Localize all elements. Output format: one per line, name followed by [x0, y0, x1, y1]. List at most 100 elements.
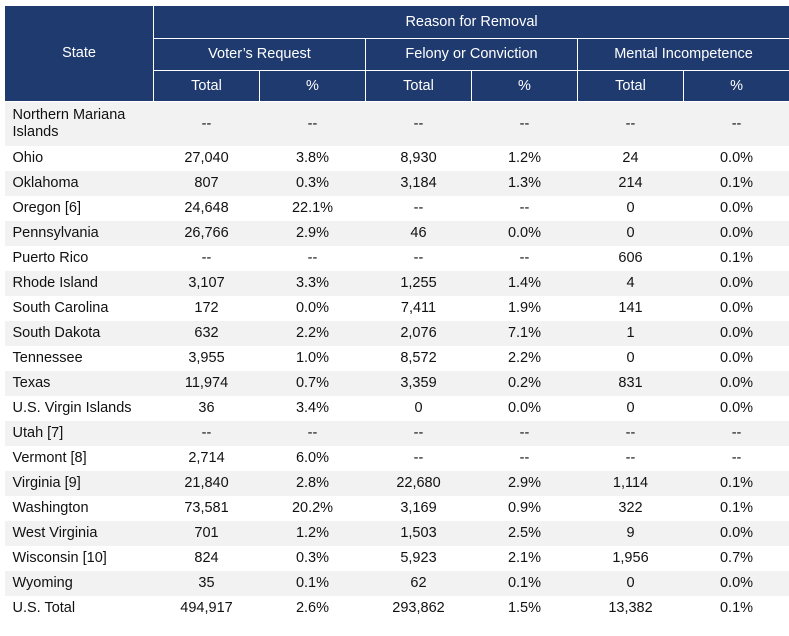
- mental-incompetence-percent-cell: 0.1%: [683, 471, 789, 496]
- mental-incompetence-percent-cell: 0.1%: [683, 596, 789, 621]
- table-row: South Dakota 632 2.2% 2,076 7.1% 1 0.0%: [4, 321, 789, 346]
- mental-incompetence-total-cell: 24: [577, 146, 684, 171]
- felony-percent-cell: 2.1%: [471, 546, 578, 571]
- sub-header-total: Total: [365, 70, 472, 102]
- voters-request-total-cell: 35: [153, 571, 260, 596]
- felony-total-cell: 0: [365, 396, 472, 421]
- voters-request-total-cell: 172: [153, 296, 260, 321]
- state-name-cell: Puerto Rico: [4, 246, 154, 271]
- removal-reasons-table: State Reason for Removal Voter’s Request…: [4, 5, 789, 621]
- mental-incompetence-percent-cell: 0.0%: [683, 371, 789, 396]
- state-name-cell: Ohio: [4, 146, 154, 171]
- mental-incompetence-percent-cell: 0.7%: [683, 546, 789, 571]
- voters-request-percent-cell: 0.3%: [259, 171, 366, 196]
- state-name-cell: Virginia [9]: [4, 471, 154, 496]
- state-name-cell: Northern Mariana Islands: [4, 101, 154, 146]
- mental-incompetence-percent-cell: --: [683, 446, 789, 471]
- state-name-cell: Oklahoma: [4, 171, 154, 196]
- table-row: Oregon [6] 24,648 22.1% -- -- 0 0.0%: [4, 196, 789, 221]
- felony-total-cell: 8,572: [365, 346, 472, 371]
- mental-incompetence-total-cell: 1,956: [577, 546, 684, 571]
- sub-header-percent: %: [259, 70, 366, 102]
- felony-total-cell: 62: [365, 571, 472, 596]
- mental-incompetence-header: Mental Incompetence: [576, 38, 789, 71]
- voters-request-percent-cell: 2.9%: [259, 221, 366, 246]
- felony-total-cell: 1,503: [365, 521, 472, 546]
- voters-request-percent-cell: 1.0%: [259, 346, 366, 371]
- felony-percent-cell: 2.2%: [471, 346, 578, 371]
- mental-incompetence-percent-cell: --: [683, 421, 789, 446]
- voters-request-total-cell: 21,840: [153, 471, 260, 496]
- mental-incompetence-percent-cell: 0.0%: [683, 271, 789, 296]
- felony-percent-cell: 0.2%: [471, 371, 578, 396]
- mental-incompetence-total-cell: --: [577, 101, 684, 146]
- mental-incompetence-percent-cell: 0.0%: [683, 521, 789, 546]
- voters-request-total-cell: 3,955: [153, 346, 260, 371]
- table-row: Texas 11,974 0.7% 3,359 0.2% 831 0.0%: [4, 371, 789, 396]
- removal-table-container: State Reason for Removal Voter’s Request…: [4, 5, 789, 621]
- table-row: Tennessee 3,955 1.0% 8,572 2.2% 0 0.0%: [4, 346, 789, 371]
- state-name-cell: West Virginia: [4, 521, 154, 546]
- felony-percent-cell: 0.9%: [471, 496, 578, 521]
- sub-header-total: Total: [577, 70, 684, 102]
- mental-incompetence-percent-cell: 0.0%: [683, 321, 789, 346]
- mental-incompetence-total-cell: 0: [577, 396, 684, 421]
- felony-percent-cell: 0.0%: [471, 396, 578, 421]
- voters-request-percent-cell: 2.6%: [259, 596, 366, 621]
- voters-request-total-cell: --: [153, 101, 260, 146]
- felony-total-cell: 1,255: [365, 271, 472, 296]
- felony-total-cell: 3,184: [365, 171, 472, 196]
- state-name-cell: Vermont [8]: [4, 446, 154, 471]
- felony-percent-cell: --: [471, 101, 578, 146]
- voters-request-percent-cell: 3.4%: [259, 396, 366, 421]
- state-name-cell: Pennsylvania: [4, 221, 154, 246]
- voters-request-percent-cell: --: [259, 101, 366, 146]
- state-name-cell: Utah [7]: [4, 421, 154, 446]
- sub-header-percent: %: [682, 70, 789, 102]
- sub-header-total: Total: [153, 70, 260, 102]
- voters-request-percent-cell: 0.7%: [259, 371, 366, 396]
- voters-request-percent-cell: 6.0%: [259, 446, 366, 471]
- felony-total-cell: 22,680: [365, 471, 472, 496]
- mental-incompetence-percent-cell: 0.0%: [683, 296, 789, 321]
- felony-percent-cell: --: [471, 196, 578, 221]
- felony-total-cell: 3,169: [365, 496, 472, 521]
- felony-percent-cell: 2.5%: [471, 521, 578, 546]
- felony-total-cell: 3,359: [365, 371, 472, 396]
- voters-request-header: Voter’s Request: [153, 38, 366, 71]
- table-row: South Carolina 172 0.0% 7,411 1.9% 141 0.0%: [4, 296, 789, 321]
- mental-incompetence-total-cell: 0: [577, 571, 684, 596]
- voters-request-percent-cell: 20.2%: [259, 496, 366, 521]
- voters-request-total-cell: 824: [153, 546, 260, 571]
- voters-request-total-cell: 73,581: [153, 496, 260, 521]
- voters-request-total-cell: --: [153, 246, 260, 271]
- felony-percent-cell: 0.0%: [471, 221, 578, 246]
- mental-incompetence-percent-cell: 0.0%: [683, 396, 789, 421]
- voters-request-total-cell: 632: [153, 321, 260, 346]
- voters-request-percent-cell: 2.2%: [259, 321, 366, 346]
- felony-total-cell: 293,862: [365, 596, 472, 621]
- mental-incompetence-total-cell: 0: [577, 196, 684, 221]
- voters-request-percent-cell: --: [259, 421, 366, 446]
- voters-request-total-cell: --: [153, 421, 260, 446]
- table-row: Wisconsin [10] 824 0.3% 5,923 2.1% 1,956 0.7%: [4, 546, 789, 571]
- mental-incompetence-total-cell: 606: [577, 246, 684, 271]
- voters-request-percent-cell: --: [259, 246, 366, 271]
- voters-request-total-cell: 24,648: [153, 196, 260, 221]
- table-row: Wyoming 35 0.1% 62 0.1% 0 0.0%: [4, 571, 789, 596]
- mental-incompetence-percent-cell: 0.1%: [683, 171, 789, 196]
- state-name-cell: Texas: [4, 371, 154, 396]
- table-row: U.S. Total 494,917 2.6% 293,862 1.5% 13,382 0.…: [4, 596, 789, 621]
- table-row: Puerto Rico -- -- -- -- 606 0.1%: [4, 246, 789, 271]
- table-row: Vermont [8] 2,714 6.0% -- -- -- --: [4, 446, 789, 471]
- felony-percent-cell: --: [471, 421, 578, 446]
- voters-request-percent-cell: 1.2%: [259, 521, 366, 546]
- voters-request-total-cell: 2,714: [153, 446, 260, 471]
- mental-incompetence-percent-cell: 0.1%: [683, 496, 789, 521]
- felony-total-cell: --: [365, 246, 472, 271]
- felony-percent-cell: --: [471, 246, 578, 271]
- table-row: Rhode Island 3,107 3.3% 1,255 1.4% 4 0.0%: [4, 271, 789, 296]
- felony-percent-cell: 1.4%: [471, 271, 578, 296]
- mental-incompetence-total-cell: --: [577, 446, 684, 471]
- felony-total-cell: --: [365, 101, 472, 146]
